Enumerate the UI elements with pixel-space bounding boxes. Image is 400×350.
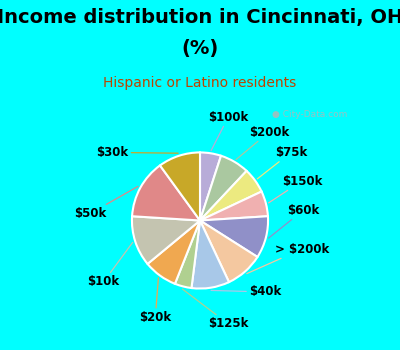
Text: ● City-Data.com: ● City-Data.com — [272, 110, 347, 119]
Wedge shape — [192, 220, 229, 288]
Text: $60k: $60k — [268, 204, 319, 238]
Text: $30k: $30k — [96, 146, 178, 159]
Text: $125k: $125k — [182, 289, 248, 330]
Text: $100k: $100k — [208, 111, 248, 150]
Text: $20k: $20k — [139, 278, 172, 324]
Wedge shape — [132, 216, 200, 264]
Wedge shape — [132, 166, 200, 220]
Wedge shape — [200, 156, 246, 220]
Wedge shape — [200, 171, 262, 220]
Text: $10k: $10k — [88, 242, 133, 288]
Text: $50k: $50k — [74, 187, 138, 220]
Wedge shape — [200, 191, 268, 220]
Text: $40k: $40k — [211, 286, 281, 299]
Text: $200k: $200k — [236, 126, 289, 160]
Text: $75k: $75k — [257, 146, 307, 179]
Text: > $200k: > $200k — [247, 243, 329, 274]
Wedge shape — [200, 216, 268, 257]
Wedge shape — [200, 153, 221, 220]
Wedge shape — [148, 220, 200, 284]
Wedge shape — [160, 153, 200, 220]
Text: Income distribution in Cincinnati, OH: Income distribution in Cincinnati, OH — [0, 8, 400, 27]
Wedge shape — [200, 220, 258, 282]
Text: $150k: $150k — [268, 175, 322, 203]
Wedge shape — [175, 220, 200, 288]
Text: Hispanic or Latino residents: Hispanic or Latino residents — [103, 76, 297, 90]
Text: (%): (%) — [181, 39, 219, 58]
